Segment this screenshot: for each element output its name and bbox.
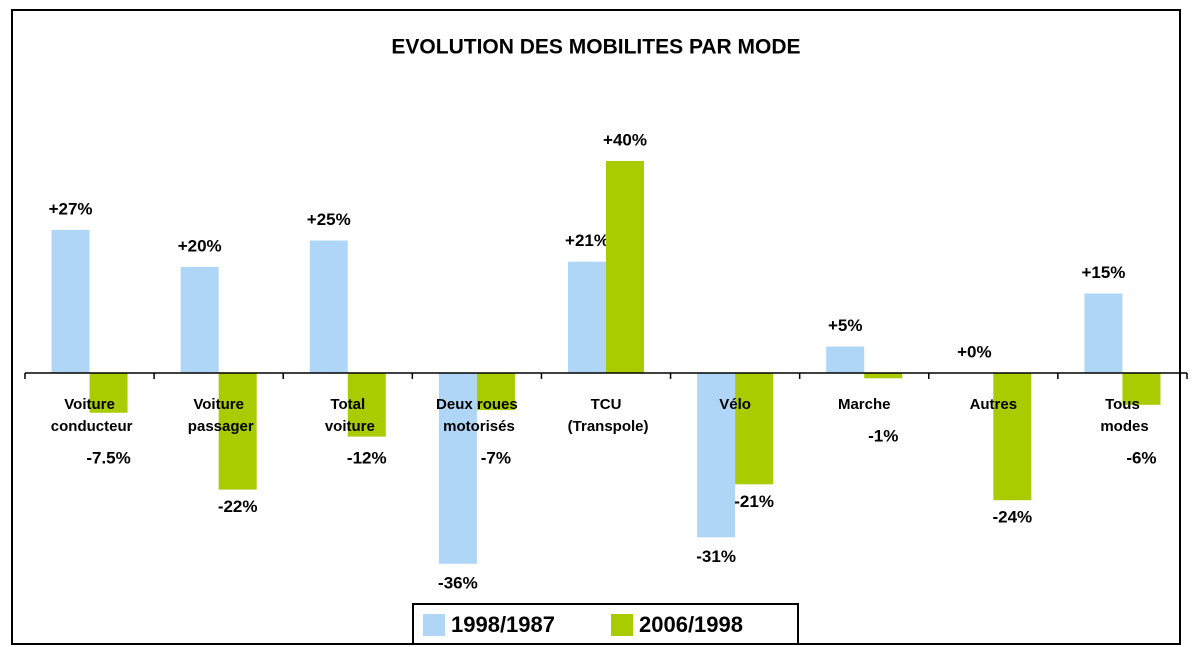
bar bbox=[606, 161, 644, 373]
bar bbox=[993, 373, 1032, 501]
x-tick-label: Vélo bbox=[719, 396, 751, 413]
x-tick-label: Tous modes bbox=[1096, 396, 1149, 435]
x-tick-label: Autres bbox=[970, 396, 1018, 413]
x-tick-label: Voiture passager bbox=[184, 396, 254, 435]
legend-label: 1998/1987 bbox=[451, 612, 555, 637]
bar bbox=[1122, 373, 1161, 405]
data-label: +27% bbox=[49, 199, 93, 218]
bar bbox=[1084, 293, 1123, 373]
bar bbox=[568, 261, 606, 373]
legend-swatch bbox=[611, 614, 633, 636]
data-label: -6% bbox=[1126, 448, 1156, 467]
x-tick-label: Total voiture bbox=[321, 396, 375, 435]
x-tick-label: Marche bbox=[838, 396, 891, 413]
x-tick-label: TCU (Transpole) bbox=[563, 396, 648, 435]
legend-box bbox=[412, 603, 799, 645]
data-label: -21% bbox=[734, 492, 774, 511]
bar bbox=[697, 373, 736, 538]
chart-title: EVOLUTION DES MOBILITES PAR MODE bbox=[391, 36, 800, 59]
bar bbox=[347, 373, 386, 437]
bar bbox=[89, 373, 128, 413]
bar bbox=[438, 373, 477, 564]
data-label: -1% bbox=[868, 426, 898, 445]
data-label: +25% bbox=[307, 210, 351, 229]
bar bbox=[476, 373, 515, 411]
data-label: +15% bbox=[1081, 263, 1125, 282]
data-label: -7% bbox=[481, 448, 511, 467]
data-label: +21% bbox=[565, 231, 609, 250]
bar bbox=[51, 229, 90, 373]
data-label: -7.5% bbox=[86, 448, 130, 467]
data-label: -31% bbox=[696, 547, 736, 566]
data-label: +20% bbox=[178, 236, 222, 255]
data-label: +40% bbox=[603, 130, 647, 149]
data-label: -36% bbox=[438, 573, 478, 592]
legend-swatch bbox=[423, 614, 445, 636]
x-tick-label: Voiture conducteur bbox=[47, 396, 133, 435]
data-label: -12% bbox=[347, 448, 387, 467]
x-tick-label: Deux roues motorisés bbox=[436, 396, 518, 435]
data-label: +0% bbox=[957, 342, 992, 361]
data-label: +5% bbox=[828, 316, 863, 335]
legend-label: 2006/1998 bbox=[639, 612, 743, 637]
bar bbox=[180, 267, 219, 373]
bar bbox=[218, 373, 257, 490]
bar bbox=[864, 373, 903, 379]
bar bbox=[309, 240, 348, 373]
data-label: -22% bbox=[218, 497, 258, 516]
data-label: -24% bbox=[992, 508, 1032, 527]
bar bbox=[826, 346, 865, 373]
bar bbox=[735, 373, 774, 485]
